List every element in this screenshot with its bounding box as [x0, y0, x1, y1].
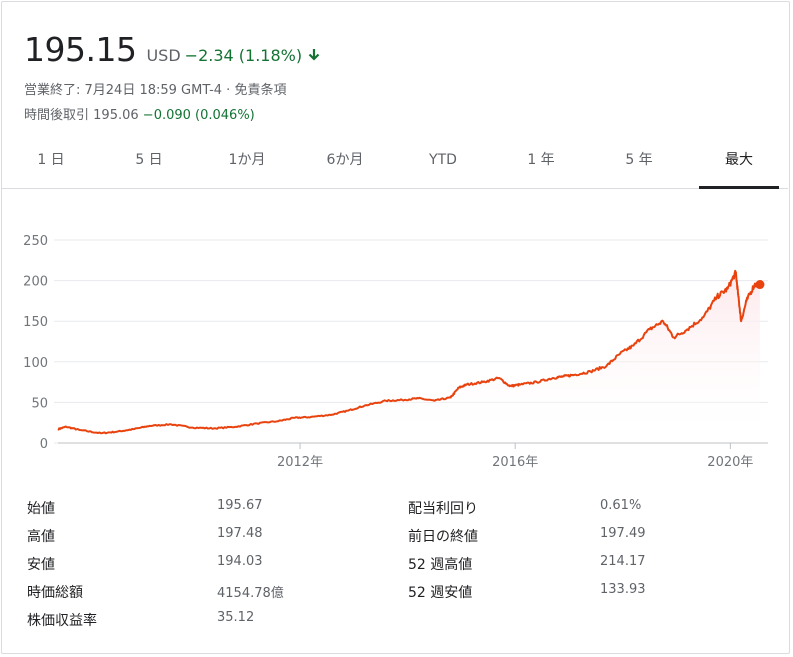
tab-1-year[interactable]: 1 年	[527, 152, 555, 168]
x-tick-label: 2016年	[492, 455, 538, 470]
tab-1-month[interactable]: 1か月	[228, 152, 266, 168]
price-area-fill	[58, 270, 760, 443]
stat-value-pe-ratio: 35.12	[217, 610, 255, 625]
stat-label-low: 安値	[27, 557, 55, 573]
after-hours-price: 195.06	[93, 108, 139, 123]
stat-label-market-cap: 時価総額	[27, 585, 83, 601]
price-chart[interactable]: 0 50 100 150 200 250 2012年 2016年 2020年	[0, 190, 793, 480]
stat-value-open: 195.67	[217, 498, 263, 513]
stat-row: 時価総額 4154.78億 52 週安値 133.93	[0, 582, 793, 610]
tab-5-year[interactable]: 5 年	[625, 152, 653, 168]
y-tick-label: 100	[23, 356, 48, 371]
stat-value-market-cap: 4154.78億	[217, 586, 284, 601]
after-hours-label: 時間後取引	[24, 108, 90, 123]
y-tick-label: 250	[23, 234, 48, 249]
y-tick-label: 150	[23, 315, 48, 330]
x-tick-label: 2012年	[277, 455, 323, 470]
tab-6-month[interactable]: 6か月	[326, 152, 364, 168]
stat-row: 高値 197.48 前日の終値 197.49	[0, 526, 793, 554]
stat-label-pe-ratio: 株価収益率	[27, 613, 97, 629]
arrow-down-icon	[308, 49, 320, 61]
current-price: 195.15	[24, 30, 137, 69]
stat-label-prev-close: 前日の終値	[408, 529, 478, 545]
stat-value-52wk-high: 214.17	[600, 554, 646, 569]
tab-1-day[interactable]: 1 日	[37, 152, 65, 168]
y-tick-label: 0	[40, 437, 48, 452]
currency-label: USD	[146, 46, 181, 65]
stat-row: 始値 195.67 配当利回り 0.61%	[0, 498, 793, 526]
stat-value-prev-close: 197.49	[600, 526, 646, 541]
market-status: 営業終了: 7月24日 18:59 GMT-4 · 免責条項	[24, 83, 287, 98]
stat-value-dividend-yield: 0.61%	[600, 498, 642, 513]
stat-label-dividend-yield: 配当利回り	[408, 501, 478, 517]
stat-value-low: 194.03	[217, 554, 263, 569]
range-tabs: 1 日 5 日 1か月 6か月 YTD 1 年 5 年 最大	[2, 140, 788, 189]
y-tick-label: 200	[23, 275, 48, 290]
stat-label-high: 高値	[27, 529, 55, 545]
after-hours-row: 時間後取引 195.06 −0.090 (0.046%)	[24, 104, 255, 123]
stat-row: 安値 194.03 52 週高値 214.17	[0, 554, 793, 582]
stat-label-open: 始値	[27, 501, 55, 517]
tab-5-day[interactable]: 5 日	[135, 152, 163, 168]
y-tick-label: 50	[31, 396, 48, 411]
stat-label-52wk-low: 52 週安値	[408, 585, 473, 601]
price-line	[57, 269, 761, 435]
last-price-dot	[755, 280, 765, 290]
x-tick-label: 2020年	[707, 455, 753, 470]
after-hours-change: −0.090 (0.046%)	[142, 108, 255, 123]
tab-max[interactable]: 最大	[690, 140, 788, 189]
stat-value-high: 197.48	[217, 526, 263, 541]
stat-value-52wk-low: 133.93	[600, 582, 646, 597]
tab-ytd[interactable]: YTD	[429, 152, 457, 168]
stat-row: 株価収益率 35.12	[0, 610, 793, 638]
stat-label-52wk-high: 52 週高値	[408, 557, 473, 573]
price-header: 195.15 USD −2.34 (1.18%)	[24, 30, 321, 69]
price-change: −2.34 (1.18%)	[184, 46, 303, 65]
